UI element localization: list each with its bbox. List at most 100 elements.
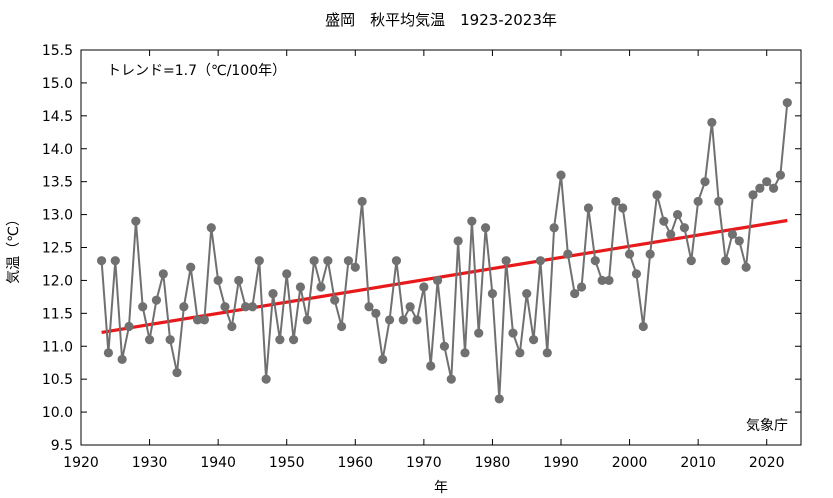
y-tick-label: 14.5 <box>42 109 73 125</box>
x-tick-label: 1940 <box>200 455 236 471</box>
data-point <box>165 335 175 345</box>
data-point <box>192 315 203 325</box>
data-point <box>268 288 278 299</box>
data-point <box>439 341 450 351</box>
data-point <box>686 256 696 266</box>
data-point <box>638 321 648 332</box>
data-point <box>583 203 594 213</box>
data-point <box>336 321 347 332</box>
data-point <box>426 361 436 371</box>
x-tick-label: 1980 <box>475 455 511 471</box>
data-point <box>131 216 141 226</box>
data-point <box>714 196 724 207</box>
data-point <box>618 203 628 213</box>
data-point <box>707 117 717 128</box>
data-point <box>220 302 230 312</box>
plot-area <box>80 49 802 446</box>
data-point <box>323 256 333 266</box>
y-tick-label: 10.0 <box>42 405 73 421</box>
data-point <box>302 315 312 325</box>
data-point <box>734 236 744 246</box>
data-point <box>576 282 587 292</box>
data-point <box>604 275 614 286</box>
data-point <box>501 256 511 266</box>
data-point <box>563 249 573 259</box>
data-point <box>158 269 168 279</box>
data-point <box>775 170 786 180</box>
y-tick-label: 13.5 <box>42 175 73 191</box>
data-point <box>371 308 381 318</box>
x-tick-label: 2010 <box>680 455 716 471</box>
data-point <box>542 348 552 358</box>
data-point <box>741 262 751 272</box>
data-point <box>261 374 271 384</box>
y-axis-label: 気温（℃） <box>6 212 22 284</box>
data-point <box>597 275 607 286</box>
y-tick-label: 12.5 <box>42 241 73 257</box>
data-point <box>110 256 120 266</box>
y-tick-label: 15.5 <box>42 43 73 59</box>
data-point <box>309 256 319 266</box>
x-tick-label: 1920 <box>63 455 99 471</box>
data-point <box>768 183 779 193</box>
data-point <box>254 256 264 266</box>
data-point <box>460 348 470 358</box>
data-point <box>288 335 299 345</box>
data-point <box>453 236 463 246</box>
data-point <box>295 282 306 292</box>
x-tick-label: 1930 <box>132 455 168 471</box>
data-point <box>727 229 738 239</box>
data-point <box>350 262 360 272</box>
data-point <box>480 223 491 233</box>
data-point <box>96 256 107 266</box>
data-point <box>659 216 669 226</box>
credit-label: 気象庁 <box>746 418 788 434</box>
data-point <box>700 177 710 187</box>
data-point <box>144 335 155 345</box>
data-point <box>522 288 532 299</box>
data-point <box>432 275 443 286</box>
data-points <box>96 98 792 404</box>
data-point <box>679 223 690 233</box>
x-tick-label: 1990 <box>543 455 579 471</box>
y-tick-label: 11.0 <box>42 339 73 355</box>
data-point <box>357 196 367 207</box>
data-point <box>117 354 127 365</box>
x-axis-ticks: 1920 1930 1940 1950 1960 1970 1980 1990 2000 2010… <box>63 50 785 471</box>
data-point <box>624 249 635 259</box>
data-point <box>179 302 189 312</box>
data-point <box>762 177 772 187</box>
trend-annotation: トレンド=1.7（℃/100年） <box>107 63 286 79</box>
x-axis-label: 年 <box>434 480 448 496</box>
data-point <box>570 288 580 299</box>
data-point <box>234 275 244 286</box>
data-point <box>494 394 504 404</box>
y-tick-label: 15.0 <box>42 76 73 92</box>
data-point <box>240 302 251 312</box>
data-point <box>631 269 642 279</box>
data-point <box>419 282 429 292</box>
data-point <box>508 328 518 338</box>
data-point <box>467 216 477 226</box>
x-tick-label: 1970 <box>406 455 442 471</box>
y-tick-label: 14.0 <box>42 142 73 158</box>
x-tick-label: 1960 <box>337 455 373 471</box>
data-point <box>672 209 683 220</box>
data-point <box>782 98 792 108</box>
data-point <box>330 295 340 305</box>
y-tick-label: 9.5 <box>51 438 73 454</box>
data-point <box>412 315 422 325</box>
data-point <box>398 315 408 325</box>
data-point <box>384 315 395 325</box>
data-point <box>103 348 114 358</box>
y-tick-label: 11.5 <box>42 306 73 322</box>
x-tick-label: 2020 <box>749 455 785 471</box>
series-line <box>100 102 789 399</box>
data-point <box>590 256 600 266</box>
chart-title: 盛岡 秋平均気温 1923-2023年 <box>325 11 557 29</box>
data-point <box>755 183 765 193</box>
data-point <box>666 229 676 239</box>
data-point <box>535 256 546 266</box>
data-point <box>247 302 258 312</box>
